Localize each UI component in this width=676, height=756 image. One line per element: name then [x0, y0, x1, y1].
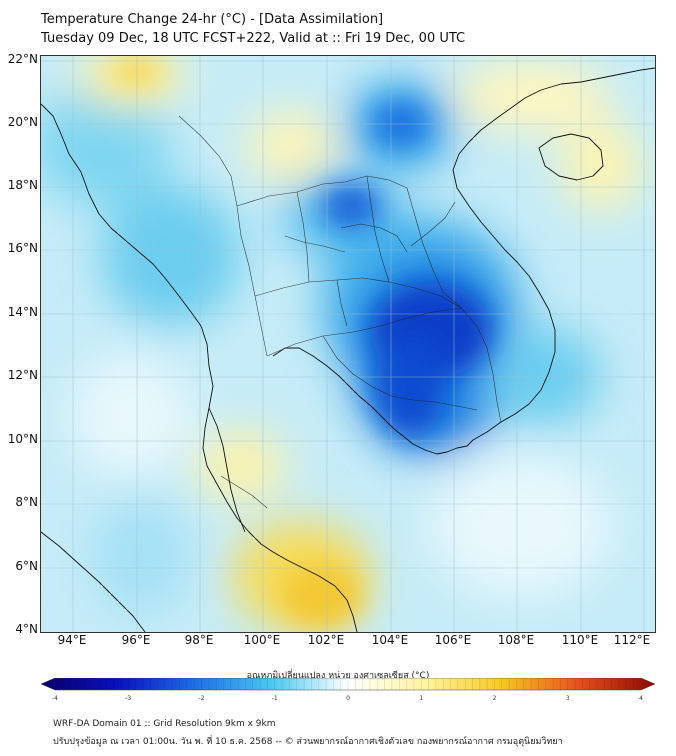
- field-warm-blob: [246, 111, 336, 181]
- lon-label-112e: 112°E: [613, 633, 651, 647]
- boundary: [236, 175, 408, 207]
- lon-label-102e: 102°E: [307, 633, 345, 647]
- boundary: [254, 277, 462, 309]
- boundary: [296, 191, 310, 283]
- lon-label-108e: 108°E: [497, 633, 535, 647]
- boundary: [284, 235, 346, 253]
- lon-label-98e: 98°E: [184, 633, 214, 647]
- colorbar-tick-label: -2: [198, 695, 205, 702]
- lon-label-94e: 94°E: [57, 633, 87, 647]
- boundary: [410, 201, 456, 247]
- map-canvas: [41, 56, 655, 632]
- lat-label-14n: 14°N: [7, 305, 38, 319]
- footer-model-info: WRF-DA Domain 01 :: Grid Resolution 9km …: [53, 719, 276, 729]
- colorbar-tick-label: 0: [346, 695, 350, 702]
- field-hot-core: [108, 57, 164, 85]
- coastline-sumatra: [41, 531, 146, 632]
- lon-label-106e: 106°E: [434, 633, 472, 647]
- lat-label-6n: 6°N: [15, 559, 38, 573]
- chart-title: Temperature Change 24-hr (°C) - [Data As…: [41, 12, 384, 27]
- lat-label-22n: 22°N: [7, 52, 38, 66]
- field-cold-core: [376, 336, 446, 436]
- colorbar: [41, 678, 655, 691]
- lat-label-16n: 16°N: [7, 241, 38, 255]
- lat-label-18n: 18°N: [7, 178, 38, 192]
- field-cool-blob: [101, 186, 241, 326]
- lat-label-4n: 4°N: [15, 622, 38, 636]
- lat-label-12n: 12°N: [7, 368, 38, 382]
- field-cool-blob: [481, 326, 601, 426]
- boundary: [266, 307, 462, 357]
- colorbar-title: อุณหภูมิเปลี่ยนแปลง หน่วย องศาเซลเซียส (…: [246, 671, 430, 681]
- field-hot-core: [281, 564, 361, 628]
- boundary: [220, 475, 268, 509]
- colorbar-dividers: [62, 678, 634, 690]
- footer-credit: ปรับปรุงข้อมูล ณ เวลา 01:00น. วัน พ. ที่…: [53, 737, 563, 747]
- boundary: [178, 115, 268, 357]
- field-cool-blob: [91, 496, 191, 616]
- chart-subtitle: Tuesday 09 Dec, 18 UTC FCST+222, Valid a…: [41, 31, 466, 46]
- boundary: [406, 187, 502, 423]
- lon-label-104e: 104°E: [371, 633, 409, 647]
- colorbar-tick-label: 3: [565, 695, 570, 702]
- colorbar-tick-label: 1: [419, 695, 424, 702]
- field-warm-blob: [196, 431, 286, 501]
- boundary: [366, 175, 390, 283]
- lon-label-96e: 96°E: [121, 633, 151, 647]
- boundary: [336, 279, 348, 327]
- field-neutral-blob: [71, 356, 191, 476]
- boundary: [322, 335, 478, 411]
- lon-label-110e: 110°E: [561, 633, 599, 647]
- coastline-hainan: [538, 133, 604, 181]
- colorbar-tick-label: -3: [125, 695, 132, 702]
- coastlines: [41, 67, 655, 632]
- lat-label-10n: 10°N: [7, 432, 38, 446]
- temperature-change-map: [40, 55, 656, 633]
- field-cold-core: [321, 184, 381, 228]
- coastline-gulf-thailand: [272, 347, 474, 455]
- lon-label-100e: 100°E: [243, 633, 281, 647]
- field-neutral-blob: [431, 456, 611, 596]
- lat-label-20n: 20°N: [7, 115, 38, 129]
- coastline-vietnam: [452, 67, 655, 441]
- colorbar-tick-label: 4: [639, 695, 643, 702]
- colorbar-tick-label: 2: [492, 695, 497, 702]
- province-boundaries: [178, 115, 502, 509]
- boundary: [340, 223, 408, 253]
- coastline-peninsula-west: [208, 407, 246, 533]
- graticule: [41, 56, 655, 632]
- colorbar-body: [41, 678, 655, 691]
- temperature-field-core: [108, 57, 491, 628]
- coastline-mainland: [41, 103, 358, 632]
- colorbar-tick-label: -1: [271, 695, 278, 702]
- colorbar-tick-label: -4: [52, 695, 58, 702]
- field-warm-blob: [451, 61, 611, 131]
- field-cool-blob: [41, 86, 171, 206]
- lat-label-8n: 8°N: [15, 495, 38, 509]
